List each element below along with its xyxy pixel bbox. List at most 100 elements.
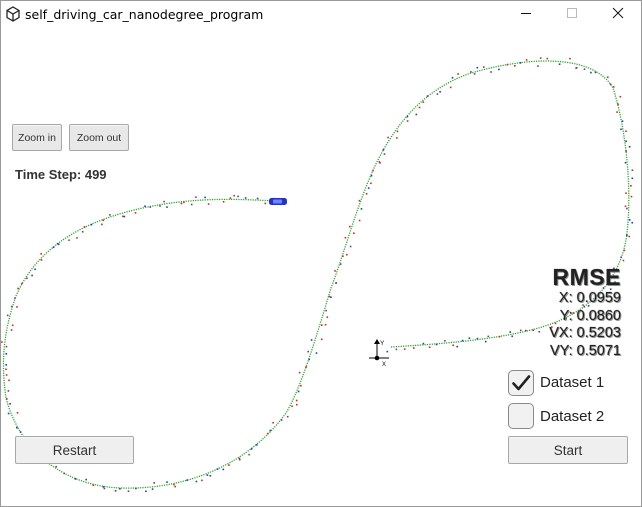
measurement-point <box>135 487 137 490</box>
measurement-point <box>609 288 612 290</box>
measurement-point <box>57 243 60 246</box>
minimize-button[interactable] <box>503 1 549 28</box>
measurement-point <box>360 208 363 210</box>
rmse-title: RMSE <box>552 264 621 290</box>
measurement-point <box>190 203 193 206</box>
title-bar[interactable]: self_driving_car_nanodegree_program <box>1 1 641 28</box>
measurement-point <box>26 277 28 280</box>
measurement-point <box>628 235 630 238</box>
measurement-point <box>525 329 527 332</box>
measurement-point <box>353 232 355 234</box>
measurement-point <box>180 202 183 205</box>
measurement-point <box>470 71 472 73</box>
measurement-point <box>5 364 7 366</box>
measurement-point <box>74 478 77 480</box>
measurement-point <box>256 197 259 200</box>
measurement-point <box>514 65 516 67</box>
measurement-point <box>370 174 373 177</box>
measurement-point <box>628 219 631 221</box>
maximize-button[interactable] <box>549 1 595 28</box>
unity-logo-icon <box>5 6 21 22</box>
dataset-1-label[interactable]: Dataset 1 <box>540 374 605 391</box>
measurement-point <box>5 345 8 348</box>
measurement-point <box>456 345 458 348</box>
maximize-icon <box>566 6 578 24</box>
measurement-point <box>387 136 389 139</box>
measurement-point <box>367 187 370 189</box>
measurement-point <box>451 77 454 79</box>
measurement-point <box>321 324 323 326</box>
simulator-scene: Y X Zoom in Zoom out Time Step: 499 RMSE… <box>1 28 641 506</box>
measurement-point <box>123 215 126 218</box>
measurement-point <box>539 57 542 59</box>
measurement-point <box>444 340 446 342</box>
zoom-in-button[interactable]: Zoom in <box>12 124 62 151</box>
measurement-point <box>554 322 557 325</box>
measurement-point <box>325 309 327 312</box>
measurement-point <box>315 352 318 354</box>
measurement-point <box>621 120 624 122</box>
measurement-point <box>590 71 592 74</box>
measurement-point <box>461 339 464 342</box>
measurement-point <box>238 458 241 461</box>
measurement-point <box>383 153 386 155</box>
measurement-point <box>9 403 11 405</box>
measurement-point <box>269 429 272 432</box>
measurement-point <box>484 340 487 343</box>
rmse-vx: VX: 0.5203 <box>549 325 621 341</box>
close-icon <box>612 6 624 24</box>
measurement-point <box>406 120 409 122</box>
measurement-point <box>305 366 307 368</box>
measurement-point <box>395 348 398 351</box>
measurement-point <box>52 246 55 249</box>
axis-y-label: Y <box>380 340 385 347</box>
measurement-point <box>612 86 615 88</box>
measurement-point <box>617 103 619 106</box>
window-title: self_driving_car_nanodegree_program <box>25 7 264 22</box>
zoom-out-button[interactable]: Zoom out <box>69 124 129 151</box>
time-step-display: Time Step: 499 <box>15 167 107 182</box>
measurement-point <box>428 346 431 348</box>
measurement-point <box>403 348 406 350</box>
measurement-point <box>476 337 479 340</box>
measurement-point <box>207 203 210 205</box>
dataset-2-checkbox[interactable] <box>508 403 534 429</box>
restart-button[interactable]: Restart <box>15 436 134 464</box>
measurement-point <box>558 63 561 65</box>
measurement-point <box>625 130 627 133</box>
measurement-point <box>607 76 609 79</box>
measurement-point <box>406 115 409 118</box>
measurement-point <box>519 62 522 64</box>
measurement-point <box>209 475 212 477</box>
measurement-point <box>509 331 511 333</box>
measurement-point <box>498 68 500 71</box>
rmse-x: X: 0.0959 <box>558 290 621 306</box>
measurement-point <box>609 270 612 273</box>
close-button[interactable] <box>595 1 641 28</box>
trajectory-plot: Y X <box>1 57 634 493</box>
origin-axes-icon: Y X <box>369 339 389 368</box>
measurement-point <box>145 490 147 493</box>
measurement-point <box>55 465 57 468</box>
measurement-point <box>264 202 267 205</box>
measurement-point <box>102 219 105 222</box>
measurement-point <box>308 358 310 361</box>
measurement-point <box>56 242 59 245</box>
measurement-point <box>630 195 633 198</box>
measurement-point <box>244 197 247 199</box>
measurement-point <box>487 335 490 338</box>
start-button[interactable]: Start <box>508 436 628 464</box>
measurement-point <box>334 270 336 272</box>
measurement-point <box>222 468 225 471</box>
measurement-point <box>173 483 175 486</box>
measurement-point <box>255 444 258 446</box>
measurement-point <box>144 205 146 207</box>
measurement-point <box>422 101 425 103</box>
dataset-1-checkbox[interactable] <box>508 370 534 396</box>
measurement-point <box>195 196 197 198</box>
dataset-2-label[interactable]: Dataset 2 <box>540 408 605 425</box>
measurement-point <box>295 399 298 402</box>
measurement-points <box>1 57 634 493</box>
measurement-point <box>81 231 84 233</box>
